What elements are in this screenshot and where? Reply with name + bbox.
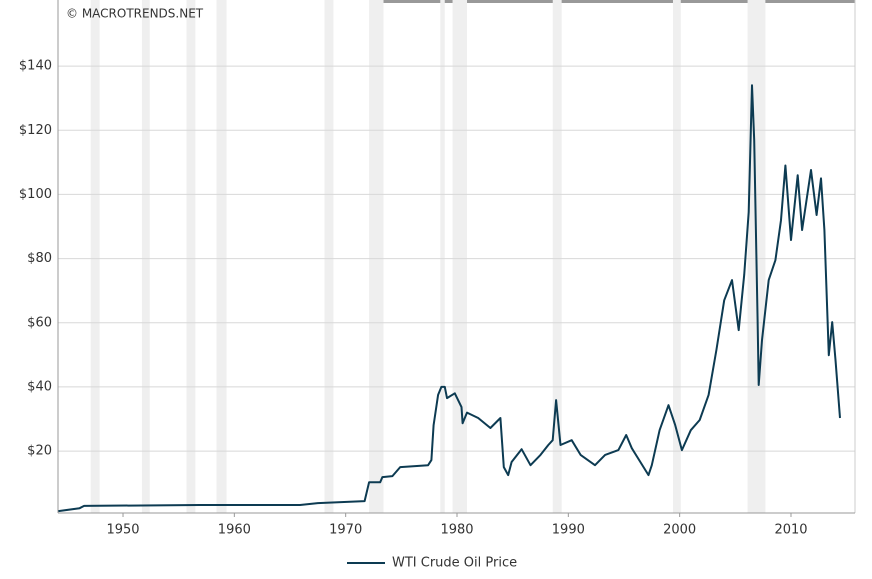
recession-band xyxy=(216,0,227,513)
x-tick-label: 1950 xyxy=(106,523,139,538)
x-tick-label: 2010 xyxy=(774,523,807,538)
y-tick-label: $120 xyxy=(19,123,52,138)
recession-band xyxy=(90,0,100,513)
recession-band xyxy=(186,0,196,513)
x-tick-label: 1960 xyxy=(218,523,251,538)
recession-band xyxy=(672,0,681,513)
recession-band xyxy=(452,0,468,513)
x-tick-label: 1980 xyxy=(440,523,473,538)
x-tick-label: 1970 xyxy=(329,523,362,538)
recession-band xyxy=(369,0,384,513)
y-tick-label: $100 xyxy=(19,187,52,202)
watermark: © MACROTRENDS.NET xyxy=(66,7,204,21)
legend-label: WTI Crude Oil Price xyxy=(392,556,517,571)
y-tick-label: $40 xyxy=(27,379,52,394)
y-tick-label: $80 xyxy=(27,251,52,266)
recession-band xyxy=(141,0,150,513)
recession-band xyxy=(324,0,334,513)
recession-band xyxy=(440,0,445,513)
y-tick-label: $60 xyxy=(27,315,52,330)
price-line xyxy=(58,84,841,513)
y-tick-label: $140 xyxy=(19,59,52,74)
top-bar xyxy=(370,0,855,3)
x-tick-label: 1990 xyxy=(552,523,585,538)
y-tick-label: $20 xyxy=(27,444,52,459)
recession-band xyxy=(552,0,562,513)
x-tick-label: 2000 xyxy=(663,523,696,538)
